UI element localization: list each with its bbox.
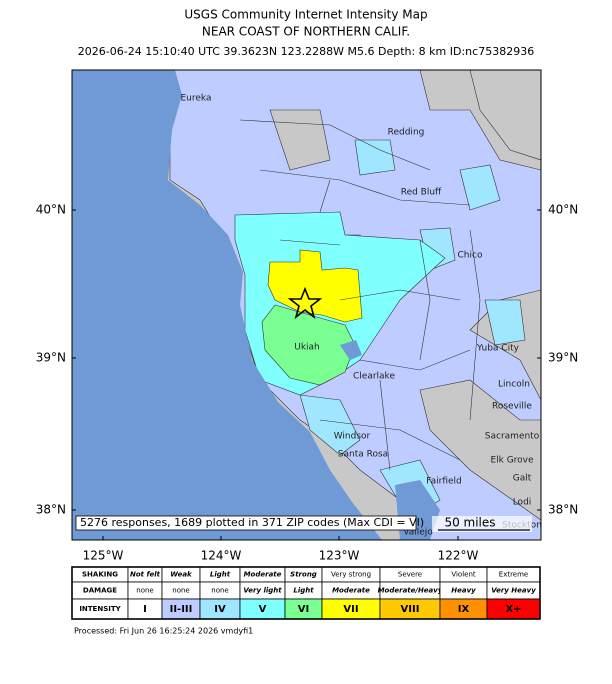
- place-name: Redding: [388, 128, 425, 138]
- axes: 40°N 40°N 39°N 39°N 38°N 38°N 125°W 124°W 123°W 1…: [36, 203, 579, 563]
- legend-text: Very strong: [331, 571, 371, 579]
- legend-text: none: [172, 587, 189, 595]
- legend-text: IX: [458, 604, 470, 615]
- legend-text: IV: [214, 604, 226, 615]
- lat-label: 38°N: [36, 503, 66, 517]
- responses-box: [75, 515, 417, 531]
- region: NEAR COAST OF NORTHERN CALIF.: [202, 25, 410, 39]
- gray-patch: [269, 70, 541, 521]
- legend-text: Heavy: [451, 587, 476, 595]
- lake: [340, 340, 362, 360]
- lon-label: 125°W: [83, 549, 124, 563]
- event-info: 2026-06-24 15:10:40 UTC 39.3623N 123.228…: [78, 45, 534, 58]
- legend: SHAKING Not felt Weak Light Moderate Strong Ve…: [71, 566, 541, 620]
- place-name: Eureka: [181, 94, 212, 104]
- legend-text: Moderate/Heavy: [378, 587, 443, 595]
- legend-text: Moderate: [244, 571, 282, 579]
- lat-label: 39°N: [36, 351, 66, 365]
- intensity-4: [299, 139, 526, 521]
- place-name: Chico: [458, 251, 483, 261]
- map: Eureka Redding Red Bluff Chico Yuba City Ukia…: [72, 70, 541, 540]
- lat-label: 40°N: [548, 203, 578, 217]
- lon-label: 123°W: [319, 549, 360, 563]
- place-name: Galt: [513, 474, 532, 484]
- legend-text: Severe: [398, 571, 422, 579]
- place-name: Ukiah: [294, 343, 320, 353]
- place-name: Lincoln: [498, 380, 530, 390]
- legend-text: V: [259, 604, 267, 615]
- epicenter: [287, 286, 323, 320]
- legend-text: I: [143, 604, 147, 615]
- lat-label: 38°N: [548, 503, 578, 517]
- intensity-7: [267, 249, 363, 323]
- place-name: Red Bluff: [401, 188, 442, 198]
- responses: 5276 responses, 1689 plotted in 371 ZIP …: [80, 516, 424, 529]
- lat-label: 39°N: [548, 351, 578, 365]
- county-lines: [239, 119, 481, 471]
- map-frame: [71, 69, 542, 541]
- lat-label: 40°N: [36, 203, 66, 217]
- legend-text: Violent: [451, 571, 476, 579]
- lon-label: 122°W: [438, 549, 479, 563]
- legend-text: Very Heavy: [491, 587, 536, 595]
- legend-row-label: INTENSITY: [79, 605, 121, 613]
- legend-text: II-III: [170, 604, 193, 615]
- legend-text: Strong: [290, 571, 317, 579]
- legend-text: Light: [293, 587, 314, 595]
- legend-text: Light: [210, 571, 231, 579]
- place-name: Santa Rosa: [338, 450, 388, 460]
- legend-text: Not felt: [130, 571, 161, 579]
- place-name: Elk Grove: [490, 456, 534, 466]
- place-name: Sacramento: [485, 432, 540, 442]
- legend-text: none: [211, 587, 228, 595]
- legend-text: Very light: [243, 587, 282, 595]
- legend-row-label: DAMAGE: [83, 587, 117, 595]
- scale-label: 50 miles: [444, 516, 495, 530]
- place-name: Lodi: [513, 498, 532, 508]
- legend-row-label: SHAKING: [82, 571, 118, 579]
- legend-text: VI: [298, 604, 309, 615]
- legend-text: VIII: [401, 604, 420, 615]
- place-name: Vallejo: [403, 528, 433, 538]
- legend-text: Weak: [170, 571, 193, 579]
- legend-text: none: [136, 587, 153, 595]
- place-name: Fairfield: [426, 477, 462, 487]
- place-name: Roseville: [492, 402, 532, 412]
- place-name: Clearlake: [353, 372, 395, 382]
- legend-frame: [71, 566, 541, 620]
- title: USGS Community Internet Intensity Map: [184, 8, 427, 22]
- place-name: Windsor: [334, 432, 371, 442]
- intensity-6: [261, 304, 356, 386]
- ocean: [72, 70, 382, 540]
- legend-text: VII: [343, 604, 358, 615]
- footer: Processed: Fri Jun 26 16:25:24 2026 vmdy…: [74, 627, 253, 636]
- legend-text: X+: [505, 604, 521, 615]
- legend-text: Moderate: [332, 587, 370, 595]
- place-name: Yuba City: [476, 344, 520, 354]
- legend-text: Extreme: [499, 571, 528, 579]
- lon-label: 124°W: [201, 549, 242, 563]
- scale-box: [432, 516, 532, 532]
